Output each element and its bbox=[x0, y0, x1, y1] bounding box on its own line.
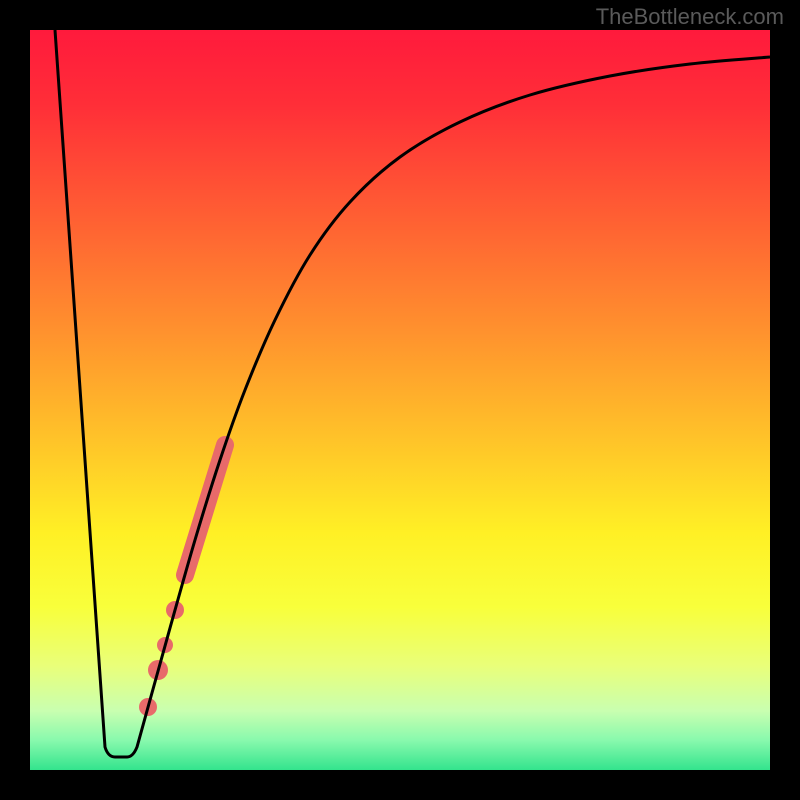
plot-svg bbox=[0, 0, 800, 800]
chart-container: TheBottleneck.com bbox=[0, 0, 800, 800]
watermark-text: TheBottleneck.com bbox=[596, 4, 784, 30]
plot-background bbox=[30, 30, 770, 770]
